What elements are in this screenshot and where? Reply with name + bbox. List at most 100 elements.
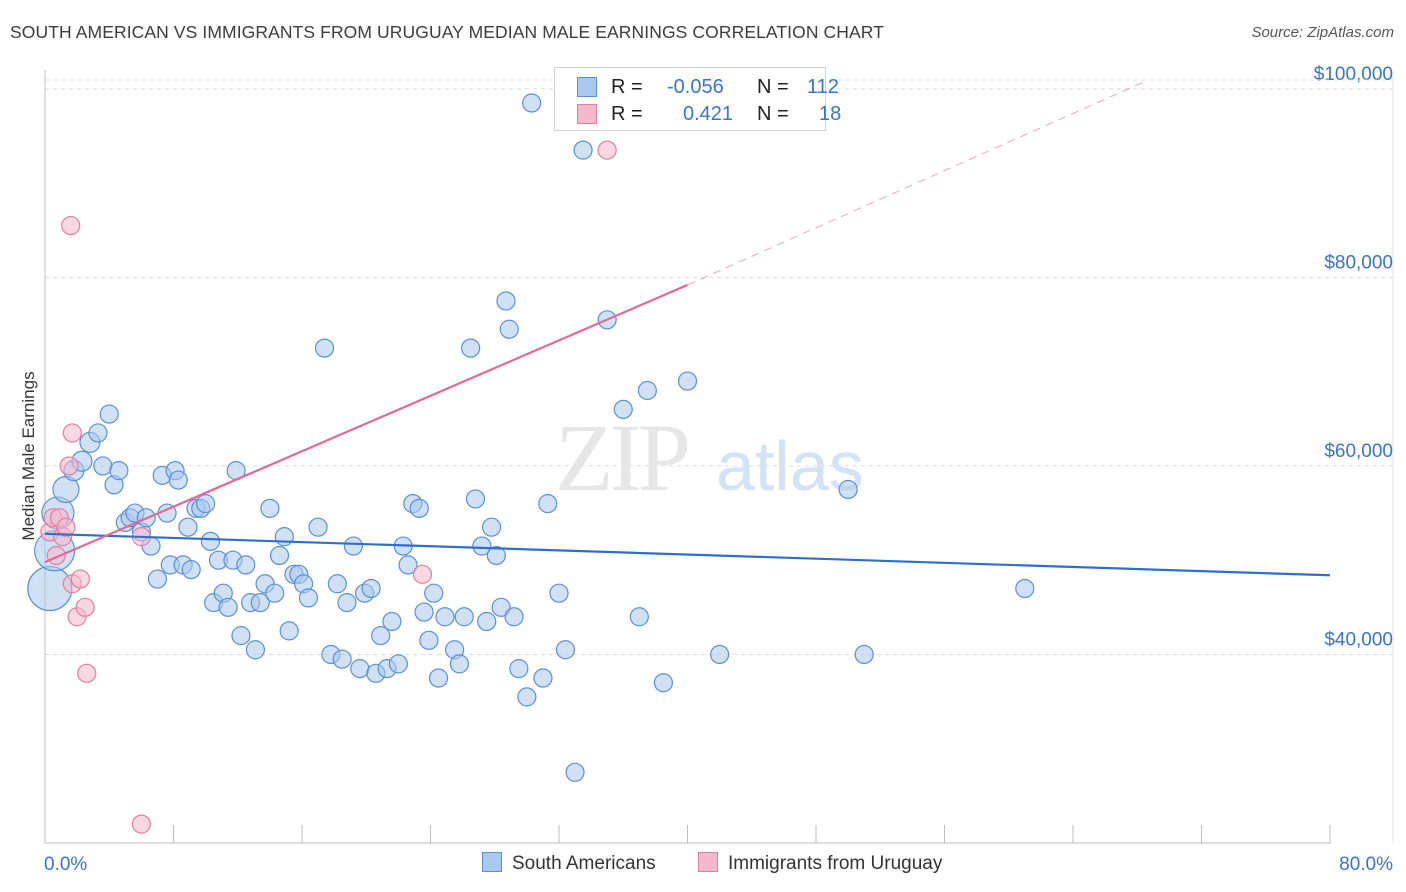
uruguay-point: [412, 564, 433, 584]
legend-r-value: -0.056: [667, 76, 724, 98]
uruguay-point: [70, 569, 90, 589]
south-american-point: [424, 583, 444, 603]
uruguay-trendline: [44, 283, 688, 564]
legend-n-value: 18: [819, 103, 842, 125]
legend-n-value: 112: [807, 76, 839, 98]
south-american-point: [677, 371, 698, 391]
south-american-point: [629, 607, 649, 627]
south-american-point: [343, 536, 363, 556]
south-american-point: [549, 583, 569, 603]
chart-title: SOUTH AMERICAN VS IMMIGRANTS FROM URUGUA…: [10, 22, 885, 42]
south-american-point: [573, 140, 593, 160]
south-american-point: [398, 555, 418, 575]
south-american-point: [461, 338, 481, 358]
x-tick-label: 80.0%: [1339, 854, 1393, 875]
south-american-point: [710, 644, 730, 665]
bottom-legend-label: Immigrants from Uruguay: [728, 853, 943, 874]
south-american-point: [419, 630, 439, 650]
south-american-point: [504, 607, 524, 627]
source-label: Source: ZipAtlas.com: [1251, 24, 1394, 41]
south-american-point: [218, 597, 238, 617]
uruguay-point: [56, 517, 76, 537]
south-american-point: [265, 583, 285, 603]
south-american-point: [178, 517, 198, 537]
south-american-point: [522, 93, 542, 113]
south-american-point: [147, 569, 168, 589]
south-american-point: [196, 494, 216, 514]
south-american-point: [332, 649, 352, 669]
south-american-point: [88, 423, 108, 443]
south-american-point: [250, 593, 270, 613]
south-american-point: [308, 517, 328, 537]
south-american-point: [838, 479, 858, 500]
south-american-point: [449, 654, 470, 674]
south-american-point: [465, 489, 486, 509]
south-american-point: [181, 560, 201, 580]
south-american-point: [428, 668, 449, 688]
stats-legend: R = -0.056 N = 112 R = 0.421 N = 18: [554, 67, 841, 131]
south-american-point: [496, 291, 516, 311]
south-american-point: [260, 498, 280, 518]
south-american-point: [93, 456, 113, 476]
blue-swatch-icon: [482, 852, 502, 872]
bottom-legend-label: South Americans: [512, 853, 656, 874]
y-tick-label: $100,000: [1314, 64, 1393, 85]
legend-r-value: 0.421: [683, 103, 734, 125]
south-american-point: [200, 531, 221, 551]
south-american-point: [245, 640, 266, 660]
south-american-point: [350, 659, 370, 679]
pink-swatch-icon: [577, 104, 597, 124]
south-american-point: [454, 607, 474, 627]
south-american-point: [388, 654, 408, 674]
y-axis-title: Median Male Earnings: [19, 371, 38, 540]
legend-r-label: R =: [611, 103, 643, 125]
south-american-point: [637, 380, 657, 401]
south-american-point: [435, 607, 455, 627]
south-american-point: [231, 626, 251, 646]
south-american-point: [298, 588, 319, 608]
south-american-point: [327, 574, 347, 594]
legend-n-label: N =: [757, 103, 789, 125]
south-american-point: [509, 659, 529, 679]
south-american-point: [653, 673, 674, 693]
legend-r-label: R =: [611, 76, 643, 98]
south-american-point: [99, 404, 119, 424]
south-american-point: [499, 319, 519, 339]
south-american-point: [409, 498, 429, 518]
watermark-zip: ZIP: [555, 404, 688, 511]
south-american-point: [472, 536, 492, 556]
south-american-point: [269, 545, 290, 566]
south-american-point: [517, 687, 537, 707]
south-american-point: [491, 597, 511, 617]
blue-swatch-icon: [577, 77, 597, 97]
south-american-point: [337, 593, 357, 613]
south-american-point: [371, 626, 391, 646]
south-american-point: [236, 555, 256, 575]
south-american-trendline: [44, 532, 1331, 577]
uruguay-point: [61, 215, 81, 236]
south-american-point: [613, 399, 633, 419]
bottom-legend-uruguay: Immigrants from Uruguay: [698, 852, 942, 875]
south-american-point: [555, 640, 576, 660]
south-american-point: [533, 668, 553, 688]
uruguay-point: [59, 456, 79, 476]
south-american-point: [477, 611, 497, 632]
uruguay-point: [597, 140, 617, 160]
bottom-legend-south-americans: South Americans: [482, 852, 656, 875]
south-american-point: [382, 611, 402, 632]
south-american-point: [414, 602, 434, 622]
south-american-point: [279, 621, 299, 641]
uruguay-point: [77, 663, 97, 683]
south-american-point: [481, 517, 502, 537]
legend-n-label: N =: [757, 76, 789, 98]
pink-swatch-icon: [698, 852, 718, 872]
south-american-point: [486, 545, 506, 566]
y-tick-label: $80,000: [1324, 252, 1393, 273]
south-american-point: [1015, 578, 1035, 599]
south-american-point: [854, 644, 874, 665]
y-tick-label: $40,000: [1324, 629, 1393, 650]
south-american-point: [274, 527, 294, 547]
south-american-point: [109, 461, 129, 481]
south-american-point: [168, 470, 188, 490]
uruguay-point: [62, 423, 82, 443]
